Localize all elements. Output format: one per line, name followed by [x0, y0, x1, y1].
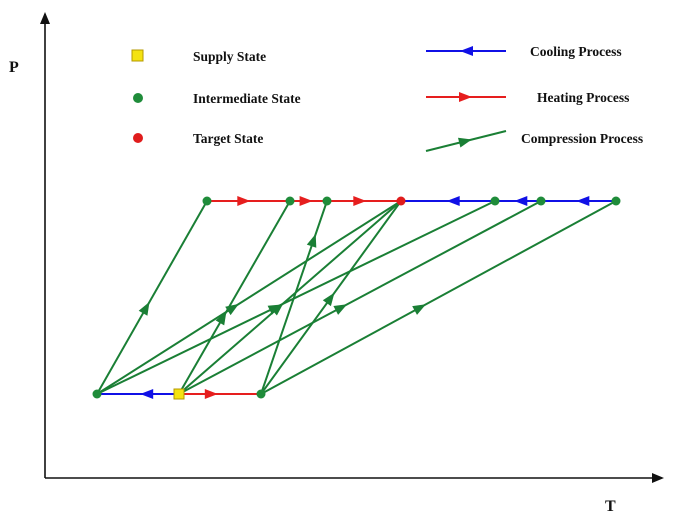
compression-line-L2-H6-arrow [412, 304, 426, 315]
compression-line-L2-H3-arrow [306, 233, 317, 248]
legend-intermediate-label: Intermediate State [193, 91, 301, 106]
legend-supply-label: Supply State [193, 49, 266, 64]
legend-target-marker [133, 133, 143, 143]
x-axis-label: T [605, 498, 616, 515]
intermediate-state-L2 [256, 389, 266, 399]
state-points [92, 196, 621, 400]
heating-line-H1-H2-arrow [237, 196, 251, 206]
compression-line-S-T-arrow [270, 303, 284, 316]
legend-heating-line-arrow [459, 92, 472, 102]
heating-line-H2-H3-arrow [299, 196, 313, 206]
compression-line-L1-H1 [96, 200, 208, 395]
intermediate-state-H4 [490, 196, 500, 206]
intermediate-state-H6 [611, 196, 621, 206]
legend-intermediate-marker [133, 93, 143, 103]
compression-line-L1-H4 [96, 200, 496, 395]
cooling-line-S-L1-arrow [140, 389, 154, 399]
legend-target-label: Target State [193, 131, 263, 146]
compression-line-L2-H6 [260, 200, 617, 395]
compression-line-S-H2 [178, 200, 291, 395]
cooling-line-H6-H5-arrow [576, 196, 590, 206]
legend-heating-sample [426, 92, 506, 102]
legend: Supply State Intermediate State Target S… [131, 44, 643, 152]
cooling-line-H5-H4-arrow [514, 196, 528, 206]
legend-compression-line-arrow [458, 137, 472, 148]
legend-cooling-label: Cooling Process [530, 44, 622, 59]
legend-compression-label: Compression Process [521, 131, 643, 146]
compression-line-S-H5-arrow [333, 304, 348, 315]
compression-line-L1-H1-arrow [138, 301, 150, 316]
cooling-line-H4-T-arrow [446, 196, 460, 206]
intermediate-state-L1 [92, 389, 102, 399]
legend-compression-sample [425, 130, 507, 152]
compression-line-L1-T [96, 200, 402, 395]
heating-line-S-L2-arrow [204, 389, 218, 399]
legend-supply-marker [131, 49, 144, 62]
heating-line-H3-T-arrow [353, 196, 367, 206]
compression-line-S-H2-arrow [215, 311, 227, 326]
y-axis-label: P [9, 59, 19, 76]
compression-line-L2-T-arrow [322, 292, 335, 307]
process-lines [96, 196, 617, 399]
legend-cooling-line-arrow [460, 46, 473, 56]
intermediate-state-H2 [285, 196, 295, 206]
intermediate-state-H1 [202, 196, 212, 206]
intermediate-state-H5 [536, 196, 546, 206]
compression-line-L2-H3 [260, 200, 328, 395]
legend-cooling-sample [426, 46, 506, 56]
compression-line-S-H5 [178, 200, 542, 395]
legend-heating-label: Heating Process [537, 90, 629, 105]
compression-line-S-T [178, 200, 402, 395]
intermediate-state-H3 [322, 196, 332, 206]
supply-state [173, 388, 185, 400]
target-state [396, 196, 406, 206]
